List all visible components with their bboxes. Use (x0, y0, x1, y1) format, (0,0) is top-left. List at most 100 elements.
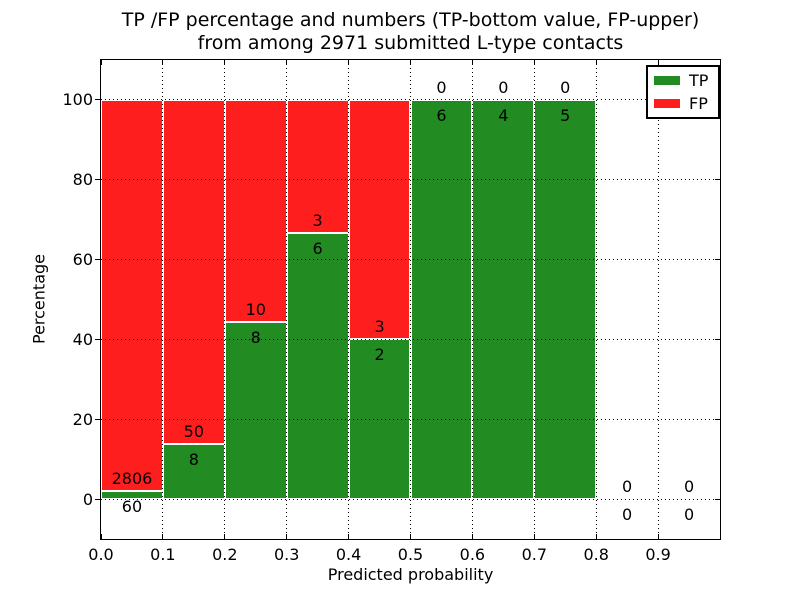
y-tick (95, 99, 101, 101)
y-tick (715, 179, 720, 181)
fp-count-label: 0 (498, 77, 509, 97)
y-tick (95, 498, 101, 500)
tp-legend-label: TP (689, 71, 709, 90)
y-tick (715, 259, 720, 261)
x-tick-label: 0.2 (212, 545, 238, 564)
y-tick-label: 60 (72, 250, 93, 270)
x-tick (286, 534, 288, 539)
x-gridline (595, 60, 597, 539)
y-tick-label: 20 (72, 409, 93, 429)
x-tick-label: 0.9 (645, 545, 671, 564)
x-axis-label: Predicted probability (327, 565, 494, 584)
bar-segment-fp (101, 99, 163, 491)
x-tick (657, 534, 659, 539)
chart-title: TP /FP percentage and numbers (TP-bottom… (100, 9, 721, 55)
tp-swatch-icon (654, 76, 680, 85)
fp-legend-label: FP (689, 94, 708, 113)
y-gridline (101, 99, 720, 101)
x-gridline (657, 60, 659, 539)
tp-count-label: 4 (498, 105, 509, 125)
x-tick (224, 534, 226, 539)
tp-count-label: 2 (374, 345, 385, 365)
y-tick (715, 338, 720, 340)
y-tick-label: 40 (72, 329, 93, 349)
fp-count-label: 10 (245, 299, 266, 319)
x-gridline (471, 60, 473, 539)
tp-count-label: 0 (683, 505, 695, 525)
x-gridline (286, 60, 288, 539)
x-tick-label: 0.6 (459, 545, 486, 564)
x-tick-label: 0.7 (521, 545, 548, 564)
x-tick-label: 0.3 (273, 545, 300, 564)
chart-title-line1: TP /FP percentage and numbers (TP-bottom… (121, 9, 700, 31)
y-gridline (101, 418, 720, 420)
x-gridline (533, 60, 535, 539)
x-tick-label: 0.0 (88, 545, 114, 564)
fp-count-label: 0 (683, 477, 695, 497)
y-tick (95, 179, 101, 181)
chart-title-line2: from among 2971 submitted L-type contact… (197, 32, 624, 54)
x-tick-label: 0.4 (335, 545, 362, 564)
bar-segment-tp (224, 321, 287, 500)
x-tick (657, 60, 659, 65)
x-tick (100, 534, 102, 539)
x-tick (162, 534, 164, 539)
bar-segment-fp (162, 99, 225, 444)
tp-count-label: 6 (436, 105, 447, 125)
fp-count-label: 2806 (111, 468, 153, 488)
x-tick (348, 534, 350, 539)
fp-count-label: 0 (436, 77, 447, 97)
y-tick-label: 0 (82, 489, 93, 509)
y-tick (95, 418, 101, 420)
x-gridline (162, 60, 164, 539)
x-tick (100, 60, 102, 65)
x-tick (286, 60, 288, 65)
tp-count-label: 5 (560, 105, 571, 125)
x-tick (410, 534, 411, 539)
x-tick (471, 60, 473, 65)
x-tick (224, 60, 226, 65)
tp-count-label: 6 (312, 238, 323, 258)
fp-count-label: 0 (622, 477, 633, 497)
y-tick (95, 259, 101, 261)
bar-segment-tp (286, 232, 349, 500)
y-tick (95, 338, 101, 340)
y-tick (715, 498, 720, 500)
tp-count-label: 60 (121, 496, 143, 516)
x-tick (348, 60, 350, 65)
x-tick (533, 534, 535, 539)
y-tick (715, 418, 720, 420)
fp-swatch-icon (654, 99, 680, 108)
tp-count-label: 8 (250, 327, 261, 347)
bar-segment-tp (534, 99, 597, 500)
y-gridline (101, 498, 720, 500)
fp-count-label: 3 (374, 317, 385, 337)
plot-area: TP FP 2806 60 50 8 10 8 3 6 3 2 0 6 0 4 0 5 0 0 0 0 (100, 59, 721, 540)
y-gridline (101, 259, 720, 261)
x-gridline (410, 60, 411, 539)
bar-segment-tp (162, 444, 225, 500)
x-tick-label: 0.1 (150, 545, 176, 564)
bar-segment-fp (348, 99, 411, 340)
tp-count-label: 8 (188, 450, 199, 470)
x-tick (162, 60, 164, 65)
x-tick (595, 60, 597, 65)
x-tick (471, 534, 473, 539)
y-gridline (101, 338, 720, 340)
fp-count-label: 50 (183, 422, 205, 442)
bar-segment-fp (224, 99, 287, 322)
y-tick-label: 80 (72, 170, 93, 190)
tp-count-label: 0 (622, 505, 633, 525)
fp-count-label: 0 (560, 77, 571, 97)
legend-item-fp: FP (654, 95, 712, 112)
x-tick-label: 0.8 (583, 545, 609, 564)
fp-count-label: 3 (312, 210, 323, 230)
legend-item-tp: TP (654, 72, 712, 89)
x-gridline (348, 60, 350, 539)
x-gridline (224, 60, 226, 539)
legend: TP FP (646, 65, 720, 119)
bar-segment-tp (472, 99, 535, 500)
x-tick-label: 0.5 (397, 545, 424, 564)
y-tick-label: 100 (62, 90, 93, 110)
